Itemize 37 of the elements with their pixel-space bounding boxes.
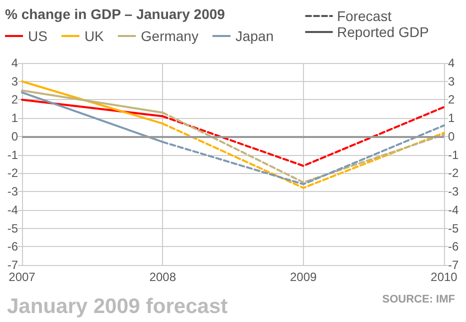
chart-title: % change in GDP – January 2009 <box>5 6 226 22</box>
y2-tick-label: -6 <box>448 240 459 254</box>
y-tick-label: 1 <box>11 111 18 126</box>
y2-tick-label: 3 <box>448 74 455 88</box>
y2-tick-label: -4 <box>448 202 459 217</box>
y2-tick-label: -1 <box>448 148 459 162</box>
y2-tick-label: 2 <box>448 92 455 107</box>
x-tick-label: 2009 <box>290 270 318 284</box>
y-tick-label: -2 <box>7 166 18 180</box>
y2-tick-label: 4 <box>448 56 455 70</box>
y2-tick-label: 1 <box>448 111 455 126</box>
x-tick-label: 2008 <box>149 270 176 284</box>
y-tick-label: 2 <box>11 92 18 107</box>
y-tick-label: -1 <box>7 148 18 162</box>
source-note: SOURCE: IMF <box>382 294 456 306</box>
x-tick-label: 2007 <box>8 270 36 284</box>
y-tick-label: -3 <box>7 184 18 199</box>
y-tick-label: 0 <box>11 129 18 144</box>
y2-tick-label: 0 <box>448 129 455 144</box>
y-tick-label: 3 <box>11 74 18 88</box>
y2-tick-label: -5 <box>448 221 459 236</box>
y-tick-label: -5 <box>7 221 18 236</box>
y-tick-label: -6 <box>7 240 18 254</box>
y-tick-label: 4 <box>11 56 18 70</box>
legend-label: Japan <box>235 28 274 44</box>
y-tick-label: -7 <box>7 258 18 272</box>
legend-label: Forecast <box>337 8 392 24</box>
legend-label: Germany <box>140 28 198 44</box>
y2-tick-label: -7 <box>448 258 459 272</box>
text: January 2009 forecast <box>7 295 228 318</box>
x-tick-label: 2010 <box>430 270 458 284</box>
legend-label: US <box>28 28 48 44</box>
legend-label: UK <box>84 28 105 44</box>
y2-tick-label: -3 <box>448 184 459 199</box>
y2-tick-label: -2 <box>448 166 459 180</box>
y-tick-label: -4 <box>7 202 18 217</box>
legend-label: Reported GDP <box>337 24 429 40</box>
